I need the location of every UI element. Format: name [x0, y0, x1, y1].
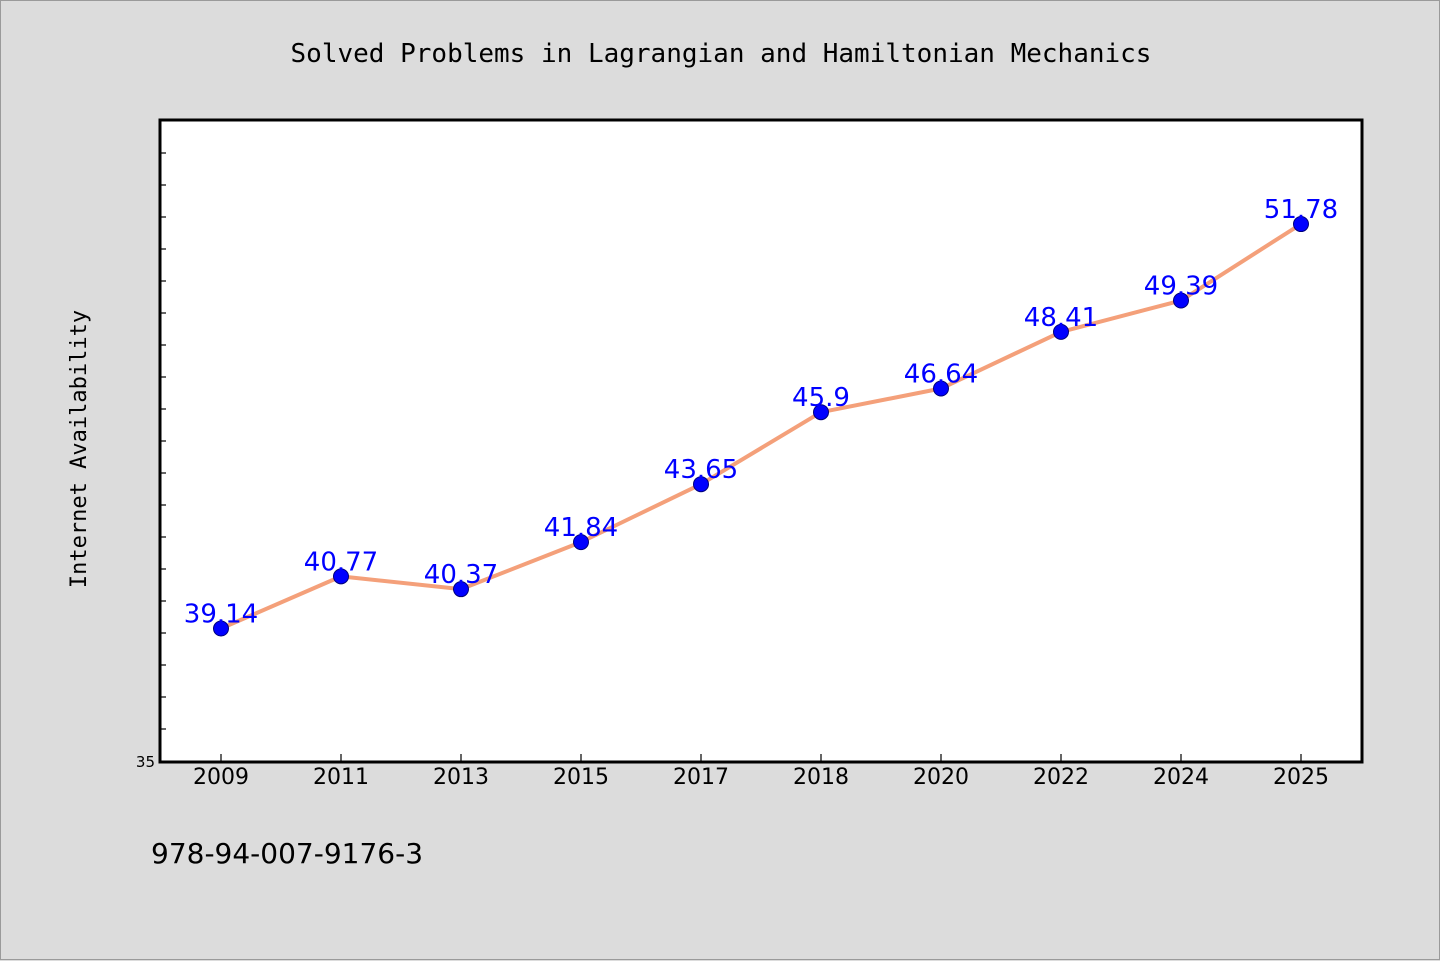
plot-area	[158, 118, 1364, 764]
chart-title: Solved Problems in Lagrangian and Hamilt…	[291, 39, 1152, 69]
data-point	[213, 620, 229, 637]
data-point	[573, 534, 589, 551]
x-tick-label: 2015	[553, 765, 609, 790]
data-point	[813, 404, 829, 421]
x-tick-label: 2018	[793, 765, 849, 790]
data-label: 43.65	[664, 455, 738, 485]
data-label: 46.64	[904, 360, 978, 390]
x-axis-ticks: 2009 2011 2013 2015 2017 2018 2020 2022 2024 2025	[193, 754, 1329, 790]
data-point	[1293, 216, 1309, 233]
isbn-footer: 978-94-007-9176-3	[151, 837, 423, 870]
data-point	[1053, 323, 1069, 340]
data-label: 40.37	[424, 560, 498, 590]
x-tick-label: 2020	[913, 765, 969, 790]
x-tick-label: 2017	[673, 765, 729, 790]
data-point	[333, 568, 349, 585]
y-axis-label: Internet Availability	[67, 310, 92, 588]
data-point	[453, 581, 469, 598]
y-axis-ticks: 35	[136, 152, 166, 771]
data-labels: 39.14 40.77 40.37 41.84 43.65 45.9 46.64 48.41 4…	[184, 195, 1338, 629]
x-tick-label: 2013	[433, 765, 489, 790]
data-label: 41.84	[544, 513, 618, 543]
x-tick-label: 2022	[1033, 765, 1089, 790]
data-label: 48.41	[1024, 303, 1098, 333]
series-layer	[213, 216, 1309, 637]
data-point	[693, 476, 709, 493]
x-tick-label: 2025	[1273, 765, 1329, 790]
data-label: 45.9	[792, 383, 850, 413]
data-label: 39.14	[184, 600, 258, 630]
y-tick-label: 35	[136, 753, 155, 771]
x-tick-label: 2011	[313, 765, 369, 790]
data-point	[933, 380, 949, 397]
x-tick-label: 2024	[1153, 765, 1209, 790]
x-tick-label: 2009	[193, 765, 249, 790]
data-label: 51.78	[1264, 195, 1338, 225]
series-line	[219, 222, 1303, 631]
data-label: 49.39	[1144, 272, 1218, 302]
data-label: 40.77	[304, 547, 378, 577]
data-point	[1173, 292, 1189, 309]
